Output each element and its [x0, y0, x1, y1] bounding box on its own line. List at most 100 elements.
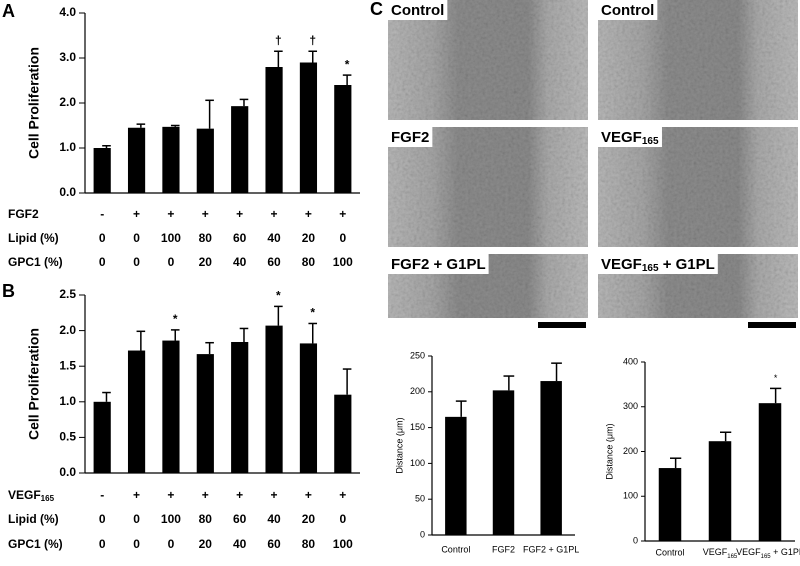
panel-letter: B [2, 281, 15, 301]
y-tick-label: 1.5 [59, 358, 76, 372]
bar [299, 62, 318, 193]
condition-value: 60 [233, 512, 247, 526]
condition-label-main: GPC1 (%) [8, 255, 63, 269]
condition-value: 80 [302, 255, 316, 269]
micrograph-label: VEGF165 + G1PL [601, 256, 715, 274]
y-axis-label: Distance (μm) [604, 423, 614, 479]
y-tick-label: 4.0 [59, 5, 76, 19]
bar [93, 148, 111, 193]
condition-value: 0 [168, 537, 175, 551]
condition-value: 0 [99, 512, 106, 526]
condition-value: 0 [99, 537, 106, 551]
condition-label-main: Lipid (%) [8, 231, 59, 245]
condition-value: + [167, 207, 174, 221]
y-axis-label: Distance (μm) [394, 417, 404, 473]
micrograph-label: Control [391, 2, 444, 19]
condition-value: 0 [99, 231, 106, 245]
bar [299, 343, 318, 473]
x-tick-label: Control [655, 547, 684, 557]
label-background [598, 127, 662, 147]
x-tick-label-sub: 165 [727, 554, 738, 560]
micrograph-label-sub: 165 [642, 136, 659, 147]
x-tick-label-main: VEGF [736, 547, 761, 557]
condition-value: 80 [199, 231, 213, 245]
bar [127, 350, 146, 473]
y-axis-label: Cell Proliferation [26, 328, 42, 440]
condition-value: 20 [302, 512, 316, 526]
condition-value: 0 [133, 537, 140, 551]
scale-bar [538, 322, 586, 328]
condition-label-sub: 165 [41, 494, 55, 503]
condition-value: 0 [339, 231, 346, 245]
y-tick-label: 0.5 [59, 430, 76, 444]
condition-value: 0 [99, 255, 106, 269]
condition-value: 100 [333, 537, 353, 551]
bar [265, 325, 283, 473]
y-tick-label: 100 [410, 458, 425, 468]
bar [708, 441, 732, 541]
condition-value: 100 [333, 255, 353, 269]
panel-letter: A [2, 1, 15, 21]
x-tick-label: FGF2 + G1PL [523, 544, 579, 554]
condition-label-main: FGF2 [8, 207, 39, 221]
condition-value: 20 [302, 231, 316, 245]
significance-mark: * [276, 289, 281, 303]
condition-value: 0 [133, 512, 140, 526]
condition-value: 20 [199, 537, 213, 551]
y-tick-label: 3.0 [59, 50, 76, 64]
y-tick-label: 0 [633, 535, 638, 545]
condition-value: 0 [133, 231, 140, 245]
condition-label-main: VEGF [8, 488, 41, 502]
condition-label: GPC1 (%) [8, 255, 63, 269]
condition-value: + [236, 207, 243, 221]
condition-value: + [133, 207, 140, 221]
bar [492, 390, 515, 535]
micrograph-label: Control [601, 2, 654, 19]
condition-label: VEGF165 [8, 488, 55, 503]
micrograph-label: FGF2 [391, 129, 429, 146]
y-tick-label: 2.0 [59, 95, 76, 109]
condition-value: - [100, 488, 104, 502]
micrograph-label-main: VEGF [601, 256, 642, 273]
condition-value: + [271, 488, 278, 502]
bar [334, 394, 352, 473]
condition-value: 60 [267, 537, 281, 551]
y-tick-label: 400 [623, 356, 638, 366]
y-tick-label: 150 [410, 422, 425, 432]
y-tick-label: 0 [420, 529, 425, 539]
label-background [598, 0, 658, 20]
x-tick-label-rest: + G1PL [771, 547, 800, 557]
condition-value: 0 [168, 255, 175, 269]
condition-value: 60 [267, 255, 281, 269]
condition-value: + [305, 207, 312, 221]
condition-value: + [167, 488, 174, 502]
condition-value: + [339, 488, 346, 502]
condition-value: + [271, 207, 278, 221]
condition-value: + [202, 207, 209, 221]
y-tick-label: 2.5 [59, 287, 76, 301]
significance-mark: † [275, 33, 282, 47]
micrograph-label-sub: 165 [642, 263, 659, 274]
condition-value: 40 [267, 512, 281, 526]
micrograph-label-main: VEGF [601, 129, 642, 146]
significance-mark: * [173, 312, 178, 326]
y-tick-label: 1.0 [59, 140, 76, 154]
condition-value: 40 [233, 537, 247, 551]
significance-mark: * [310, 306, 315, 320]
panel-letter: C [370, 0, 383, 19]
bar [162, 340, 180, 473]
bar [758, 403, 782, 541]
micrograph-label: VEGF165 [601, 129, 659, 147]
condition-value: 40 [267, 231, 281, 245]
bar [334, 85, 352, 193]
bar [93, 401, 111, 473]
x-tick-label: Control [441, 544, 470, 554]
bar [265, 67, 283, 193]
condition-value: + [133, 488, 140, 502]
y-axis-label: Cell Proliferation [26, 47, 42, 159]
bar [196, 354, 214, 473]
x-tick-label-main: VEGF [703, 547, 728, 557]
condition-label: Lipid (%) [8, 231, 59, 245]
condition-value: + [339, 207, 346, 221]
label-background [388, 0, 448, 20]
